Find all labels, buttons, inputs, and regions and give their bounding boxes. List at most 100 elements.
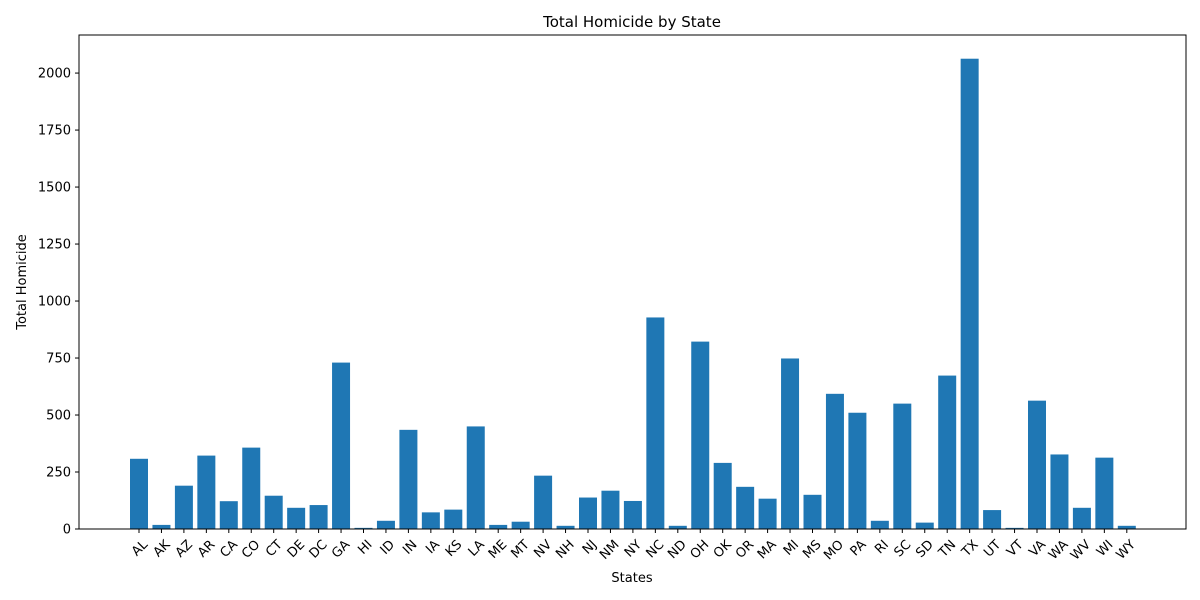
x-tick-label: GA bbox=[329, 537, 353, 561]
x-tick-label: OR bbox=[733, 537, 757, 561]
x-tick-label: WA bbox=[1046, 537, 1072, 563]
x-tick-label: NJ bbox=[580, 537, 600, 557]
bar-la bbox=[466, 426, 485, 529]
bar-me bbox=[489, 524, 508, 529]
bar-oh bbox=[691, 341, 710, 529]
bar-ma bbox=[758, 498, 777, 529]
x-tick-label: MA bbox=[755, 537, 780, 562]
x-tick-label: PA bbox=[848, 537, 870, 559]
x-tick-label: MI bbox=[781, 537, 802, 558]
bar-wy bbox=[1117, 525, 1136, 529]
x-tick-label: WI bbox=[1094, 537, 1116, 559]
x-tick-label: IN bbox=[400, 537, 420, 557]
bar-mt bbox=[511, 521, 530, 529]
y-tick-label: 750 bbox=[46, 352, 71, 367]
y-tick-label: 1500 bbox=[38, 181, 71, 196]
y-tick-label: 250 bbox=[46, 466, 71, 481]
bar-co bbox=[242, 447, 261, 529]
bar-ct bbox=[264, 495, 283, 529]
x-tick-label: AZ bbox=[173, 537, 196, 560]
x-tick-label: IA bbox=[423, 537, 443, 557]
bar-ar bbox=[197, 455, 216, 529]
bar-ri bbox=[870, 520, 889, 529]
y-tick-label: 500 bbox=[46, 409, 71, 424]
x-tick-label: TN bbox=[935, 537, 959, 561]
bar-de bbox=[287, 507, 306, 529]
bar-dc bbox=[309, 505, 328, 529]
x-tick-label: NH bbox=[553, 537, 577, 561]
bar-ak bbox=[152, 524, 171, 529]
x-tick-label: AR bbox=[195, 537, 218, 560]
x-tick-label: NM bbox=[597, 537, 622, 562]
x-tick-label: UT bbox=[981, 537, 1004, 560]
bar-hi bbox=[354, 527, 373, 529]
bar-ny bbox=[623, 500, 642, 529]
x-tick-label: LA bbox=[466, 537, 488, 559]
x-tick-label: WY bbox=[1114, 537, 1139, 562]
x-tick-label: MO bbox=[821, 537, 847, 563]
bar-tx bbox=[960, 58, 979, 530]
bar-or bbox=[736, 486, 755, 529]
x-tick-label: NV bbox=[531, 537, 555, 561]
x-tick-label: NC bbox=[643, 537, 667, 561]
bar-nd bbox=[668, 525, 687, 529]
x-tick-label: MT bbox=[509, 537, 533, 561]
chart-title: Total Homicide by State bbox=[542, 13, 721, 31]
x-tick-label: TX bbox=[958, 537, 981, 560]
bars-layer bbox=[130, 58, 1136, 530]
bar-va bbox=[1028, 400, 1046, 529]
x-tick-label: AK bbox=[151, 537, 174, 560]
x-tick-label: VA bbox=[1026, 537, 1049, 560]
bar-al bbox=[130, 458, 148, 529]
bar-nc bbox=[646, 317, 665, 529]
x-tick-label: WV bbox=[1068, 537, 1094, 563]
x-axis-title: States bbox=[611, 571, 652, 586]
bar-in bbox=[399, 429, 418, 529]
bar-ga bbox=[332, 362, 351, 529]
x-tick-label: ME bbox=[486, 537, 510, 561]
x-tick-label: SD bbox=[913, 537, 937, 561]
bar-sd bbox=[915, 522, 934, 529]
x-tick-label: CO bbox=[239, 537, 263, 561]
x-tick-label: NY bbox=[622, 537, 645, 560]
bar-ok bbox=[713, 462, 732, 529]
bar-mi bbox=[781, 358, 800, 529]
bar-ca bbox=[219, 501, 238, 529]
x-tick-label: CA bbox=[218, 537, 241, 560]
bar-vt bbox=[1005, 527, 1024, 529]
bar-ia bbox=[421, 512, 440, 529]
bar-nj bbox=[579, 497, 597, 529]
bar-mo bbox=[825, 393, 844, 529]
x-tick-label: HI bbox=[355, 537, 375, 557]
x-tick-label: CT bbox=[263, 537, 286, 560]
bar-tn bbox=[938, 375, 957, 529]
y-ticks-layer: 0 250 500 750 1000 1250 1500 1750 2000 bbox=[38, 67, 79, 538]
x-tick-label: AL bbox=[129, 537, 152, 560]
bar-wi bbox=[1095, 457, 1114, 529]
bar-pa bbox=[848, 412, 867, 529]
bar-sc bbox=[893, 403, 912, 529]
y-tick-label: 1750 bbox=[38, 124, 71, 139]
y-tick-label: 1000 bbox=[38, 295, 71, 310]
bar-az bbox=[174, 485, 193, 529]
bar-wv bbox=[1072, 507, 1091, 529]
bar-ks bbox=[444, 509, 463, 529]
bar-ms bbox=[803, 494, 822, 529]
y-tick-label: 1250 bbox=[38, 238, 71, 253]
bar-id bbox=[376, 520, 395, 529]
bar-wa bbox=[1050, 454, 1069, 529]
x-tick-label: RI bbox=[872, 537, 892, 557]
x-tick-label: SC bbox=[891, 537, 914, 560]
y-tick-label: 0 bbox=[63, 523, 71, 538]
x-tick-label: OK bbox=[711, 537, 735, 561]
x-tick-label: KS bbox=[443, 537, 465, 559]
bar-nh bbox=[556, 525, 575, 529]
bar-ut bbox=[983, 510, 1002, 529]
x-tick-label: OH bbox=[688, 537, 713, 562]
bar-nv bbox=[534, 475, 553, 529]
x-tick-label: DC bbox=[307, 537, 331, 561]
x-tick-label: MS bbox=[800, 537, 824, 561]
